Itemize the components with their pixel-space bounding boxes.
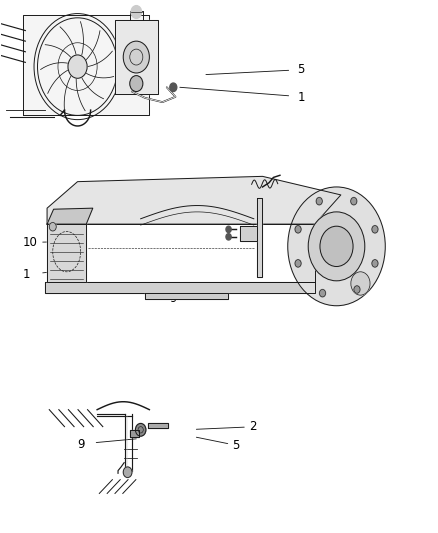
Polygon shape — [115, 20, 158, 94]
Text: 9: 9 — [169, 292, 177, 305]
Polygon shape — [148, 423, 168, 428]
Circle shape — [170, 83, 177, 92]
Circle shape — [372, 260, 378, 267]
Circle shape — [320, 226, 353, 266]
Polygon shape — [240, 226, 257, 241]
Text: 7: 7 — [199, 209, 207, 223]
Circle shape — [308, 212, 365, 281]
Circle shape — [135, 423, 146, 436]
Text: 9: 9 — [78, 438, 85, 450]
Text: 1: 1 — [22, 269, 30, 281]
Circle shape — [131, 6, 141, 18]
Circle shape — [354, 286, 360, 293]
Polygon shape — [47, 176, 341, 224]
Text: 4: 4 — [169, 197, 177, 211]
Circle shape — [49, 222, 56, 231]
Polygon shape — [47, 208, 93, 224]
Text: 1: 1 — [323, 284, 331, 297]
Circle shape — [372, 225, 378, 233]
Polygon shape — [23, 14, 149, 115]
Circle shape — [316, 197, 322, 205]
Polygon shape — [47, 224, 315, 282]
Text: 6: 6 — [78, 284, 85, 297]
Circle shape — [68, 55, 87, 78]
Circle shape — [226, 226, 231, 232]
Text: 2: 2 — [275, 183, 282, 196]
Polygon shape — [257, 198, 261, 277]
Circle shape — [351, 197, 357, 205]
Polygon shape — [145, 293, 228, 300]
Polygon shape — [47, 224, 86, 282]
Circle shape — [123, 41, 149, 73]
Polygon shape — [45, 282, 315, 293]
Text: 10: 10 — [22, 236, 37, 249]
Circle shape — [351, 272, 370, 295]
Text: 2: 2 — [250, 420, 257, 433]
Circle shape — [123, 467, 132, 478]
Text: 5: 5 — [232, 439, 240, 452]
Circle shape — [319, 289, 325, 297]
Text: 1: 1 — [297, 91, 305, 104]
Text: 5: 5 — [297, 63, 305, 76]
Circle shape — [288, 187, 385, 306]
Circle shape — [226, 233, 231, 240]
Polygon shape — [130, 430, 139, 437]
Circle shape — [295, 260, 301, 267]
Circle shape — [295, 225, 301, 233]
Circle shape — [130, 76, 143, 92]
